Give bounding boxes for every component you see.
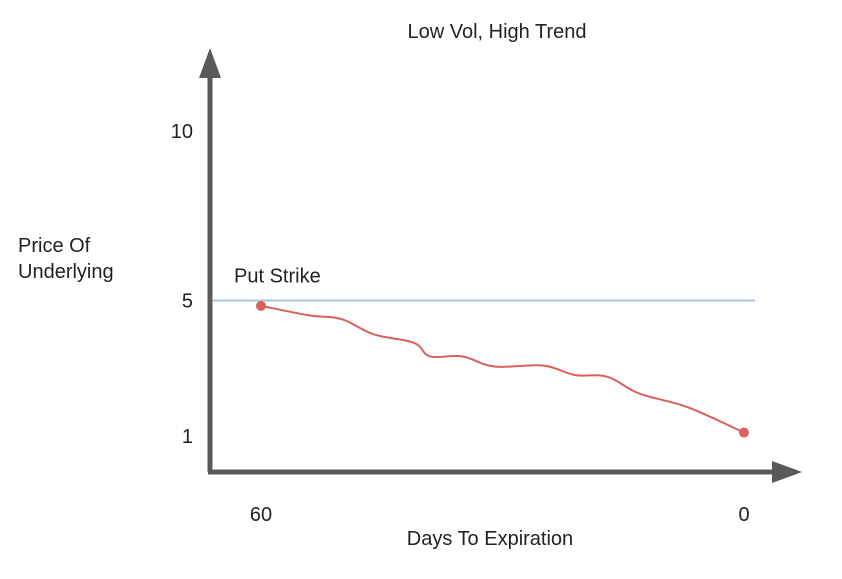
- y-axis-arrow-icon: [199, 48, 221, 78]
- x-tick-label-60: 60: [250, 504, 272, 526]
- x-tick-label-0: 0: [738, 504, 749, 526]
- put-strike-label: Put Strike: [234, 265, 321, 287]
- y-axis-label: Price Of Underlying: [18, 235, 114, 283]
- series-end-point: [739, 427, 749, 438]
- y-tick-label-10: 10: [171, 121, 193, 143]
- series-0-line: [260, 304, 745, 434]
- x-axis-arrow-icon: [772, 461, 802, 483]
- reference-line-group: Put Strike: [213, 265, 755, 302]
- tick-labels: 10 5 1 60 0: [171, 121, 750, 526]
- x-axis-label: Days To Expiration: [407, 528, 573, 550]
- y-axis-label-line-1: Price Of: [18, 235, 91, 257]
- series-start-point: [256, 300, 266, 311]
- y-axis-label-line-2: Underlying: [18, 261, 114, 283]
- axes: [199, 48, 802, 483]
- y-tick-label-5: 5: [182, 290, 193, 312]
- y-tick-label-1: 1: [182, 426, 193, 448]
- chart-title: Low Vol, High Trend: [408, 21, 587, 43]
- series-group: [256, 300, 749, 438]
